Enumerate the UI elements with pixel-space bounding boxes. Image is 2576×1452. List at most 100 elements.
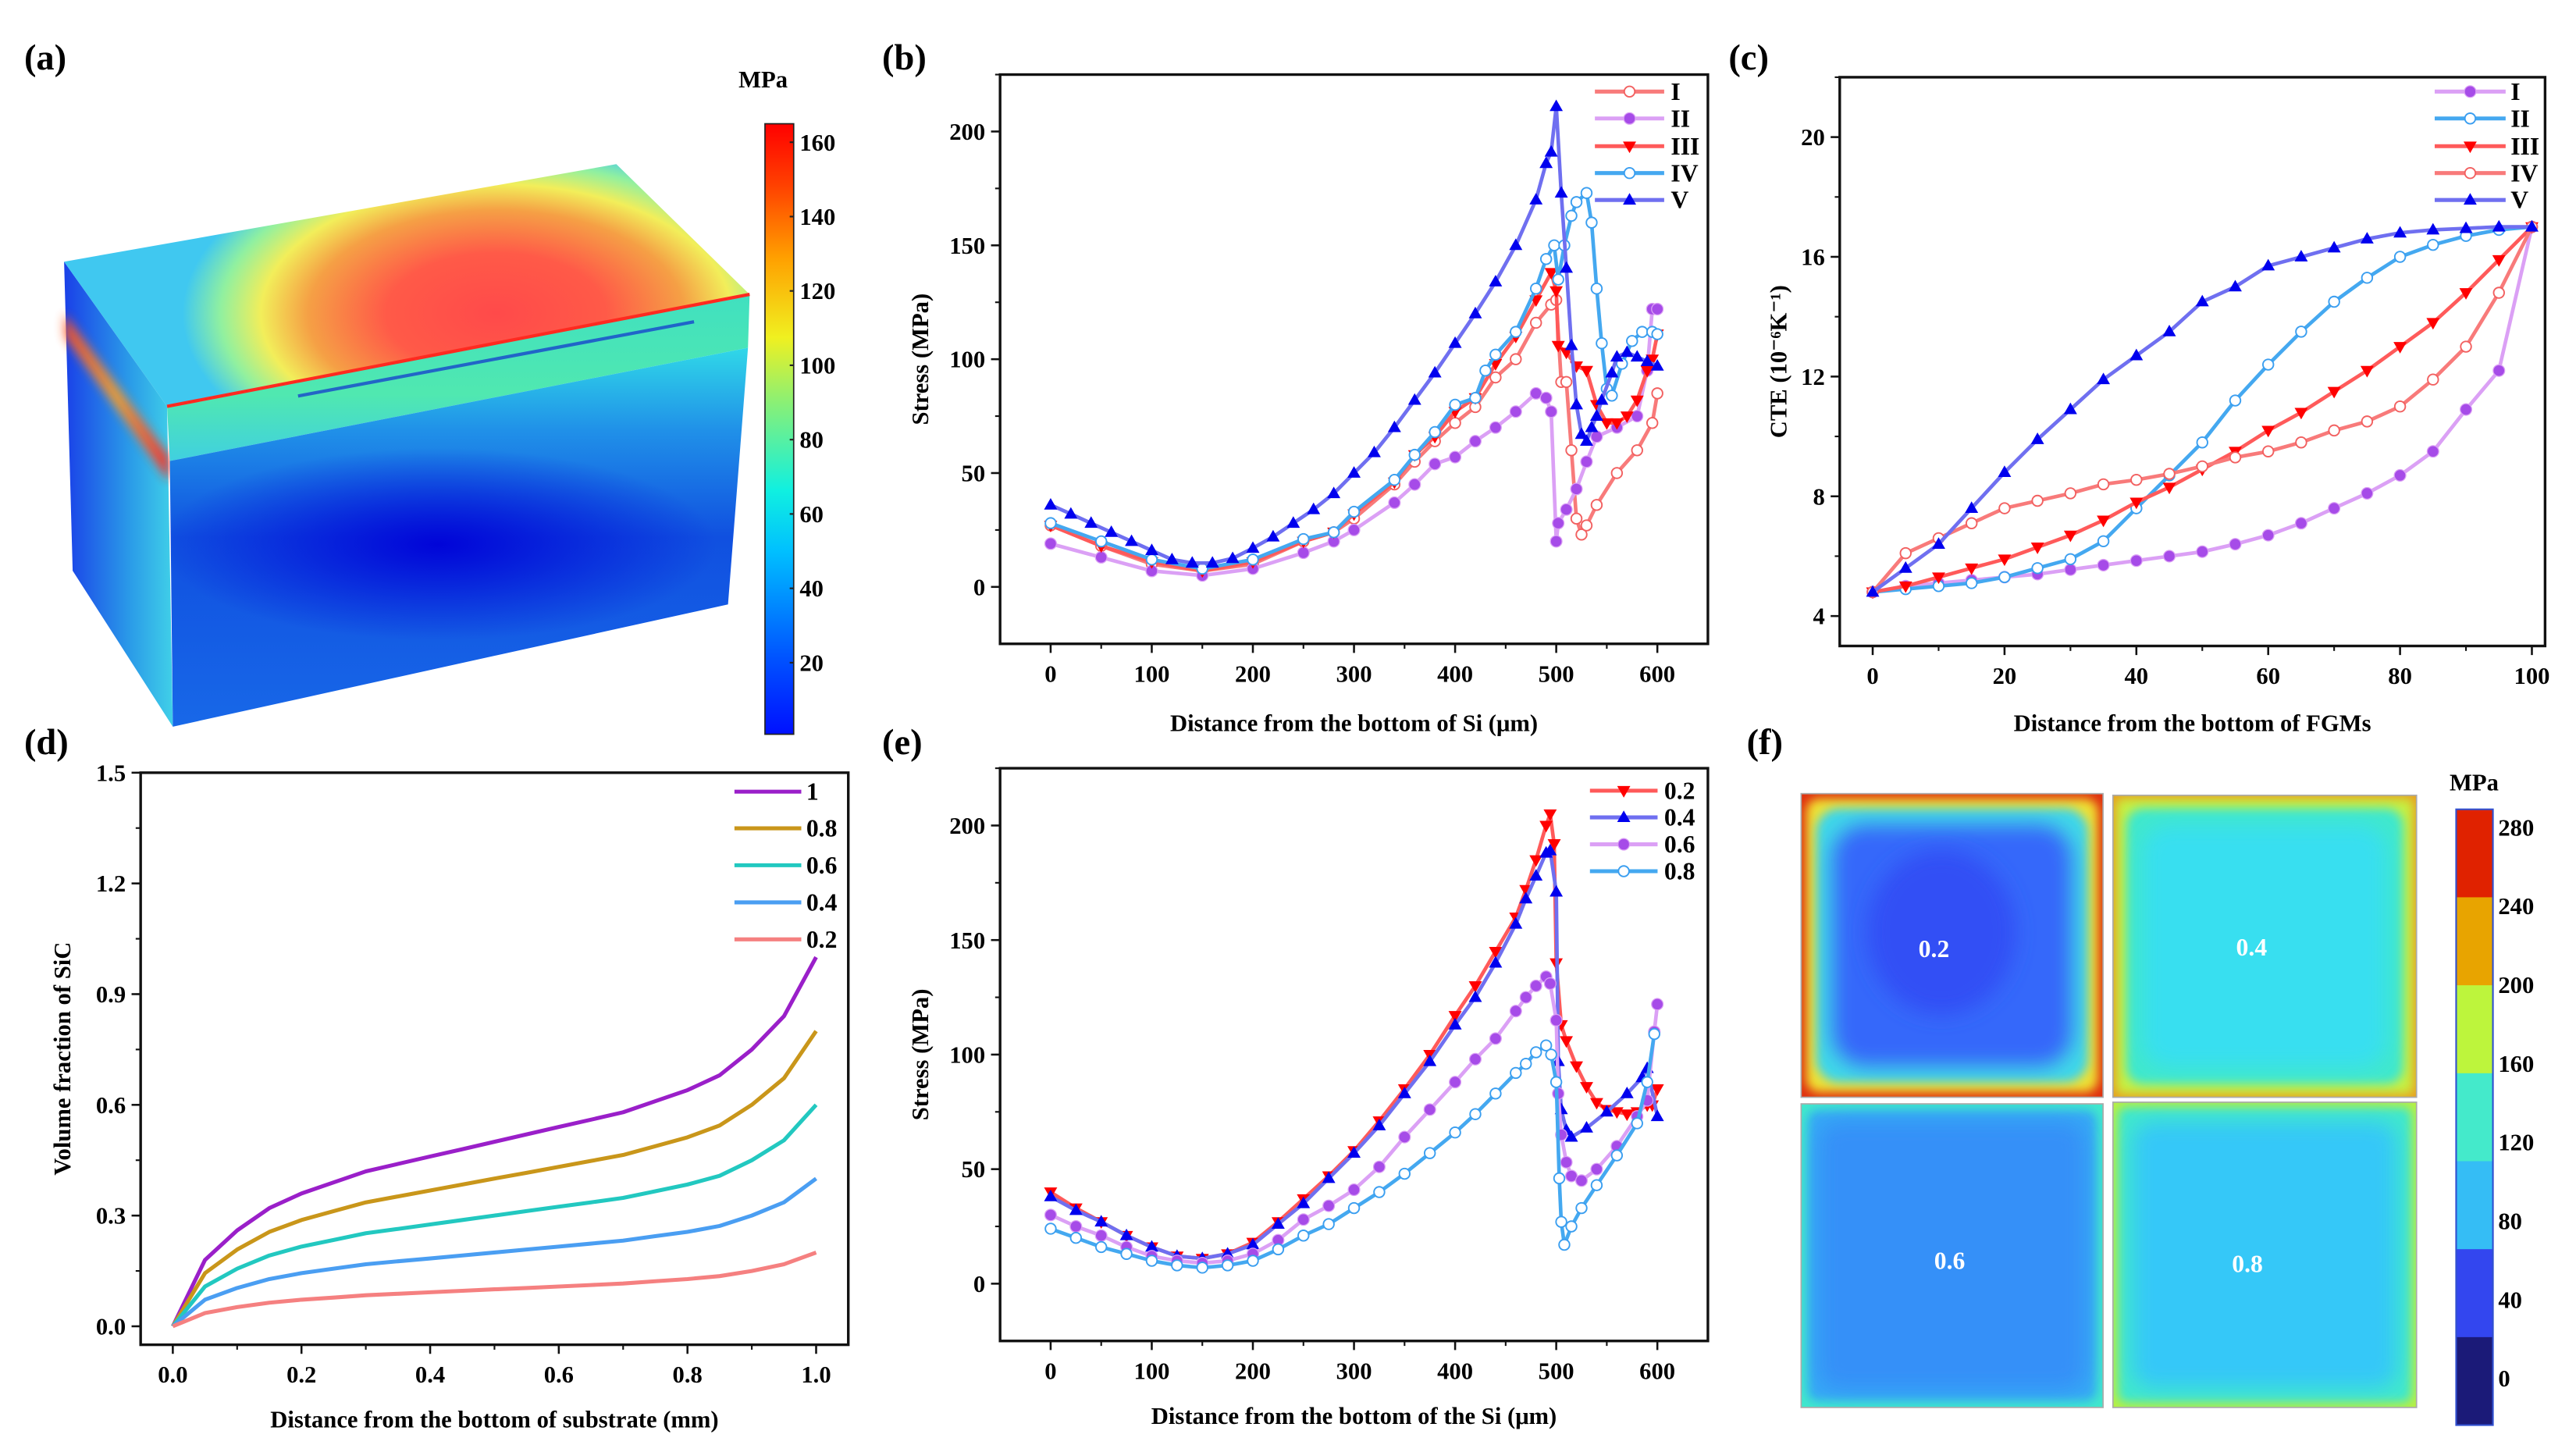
marker-triangle-up [1397,1086,1411,1098]
marker-open-circle [2261,358,2275,371]
colorbar-band [2456,809,2493,899]
marker-open-circle [2196,436,2208,449]
legend-entry: 0.4 [1589,804,1695,831]
marker-ball [1297,546,1310,560]
legend-label: III [1670,133,1699,160]
marker-open-circle [1529,316,1542,329]
marker-triangle-up [1998,465,2012,478]
chart-b-stress-vs-distance: 0 100 200 300 400 500 600 0 50 100 150 200 Distance … [907,73,1710,736]
marker-triangle-up [1585,420,1599,432]
marker-open-circle [1196,562,1208,575]
marker-ball [1372,1160,1386,1173]
marker-open-circle [1327,526,1340,539]
marker-ball [1651,998,1664,1011]
marker-ball [1529,386,1542,400]
series-line [172,1251,817,1329]
marker-triangle-up [1307,502,1321,514]
model-edge-dark [297,320,695,398]
marker-triangle-up [1866,585,1880,597]
marker-open-circle [1347,505,1361,518]
marker-open-circle [2427,238,2439,251]
marker-triangle-down [1932,572,1945,585]
colorbar-tick-label: 40 [2498,1287,2522,1313]
marker-triangle-down [1550,286,1564,298]
marker-ball [1550,535,1563,548]
marker-open-circle [1617,865,1630,877]
marker-open-circle [2229,394,2242,407]
legend-entry: V [1595,187,1688,214]
series-IV [1866,220,2539,599]
marker-open-circle [1648,1027,1660,1041]
marker-triangle-up [1094,1215,1108,1227]
marker-open-circle [1449,1126,1461,1139]
series-V [1044,99,1664,568]
marker-open-circle [1631,444,1643,457]
marker-triangle-down [2459,288,2473,300]
marker-open-circle [1623,85,1636,98]
marker-ball [1449,450,1462,464]
legend-label: V [1670,187,1688,214]
marker-open-circle [1965,577,1978,589]
marker-open-circle [1479,365,1492,377]
marker-open-circle [1641,1076,1653,1088]
model-front-face-shade [169,347,749,727]
model-top-face [64,164,750,407]
colorbar-band [2456,1249,2493,1338]
marker-open-circle [2328,295,2340,308]
legend-entry: 0.4 [734,889,838,916]
legend-entry: I [1595,78,1681,105]
marker-triangle-up [1044,1189,1058,1201]
y-tick-label: 12 [1801,364,1825,390]
marker-triangle-up [1125,534,1139,546]
series-0.2 [172,1251,817,1329]
marker-ball [1617,838,1631,851]
x-axis-title: Distance from the bottom of FGMs [2014,710,2371,736]
x-tick-label: 0.4 [415,1361,445,1388]
marker-ball [1347,1183,1361,1197]
marker-ball [2064,563,2077,576]
colorbar-tick-label: 0 [2498,1365,2510,1392]
legend-label: 0.2 [806,926,838,953]
marker-triangle-up [1554,186,1568,198]
marker-open-circle [1094,535,1108,548]
marker-open-circle [1545,1048,1557,1061]
colorbar-tick-label: 280 [2498,814,2534,841]
marker-open-circle [2460,340,2472,353]
legend-label: 0.8 [806,815,838,842]
marker-open-circle [1489,1087,1502,1100]
x-axis-title: Distance from the bottom of substrate (m… [270,1406,718,1432]
model-left-stripe [64,313,169,482]
marker-open-circle [2097,478,2110,491]
marker-open-circle [1520,1057,1532,1070]
chart-d-volume-fraction: 0.0 0.2 0.4 0.6 0.8 1.0 0.0 0.3 0.6 0.9 1.2 1.5 Dist… [49,760,850,1432]
marker-triangle-down [1580,365,1593,378]
colorbar-tick-label: 240 [2498,893,2534,920]
model-edge-red [166,292,750,408]
marker-open-circle [1120,1247,1133,1260]
marker-ball [1408,478,1421,491]
marker-triangle-up [1544,144,1558,157]
marker-triangle-up [2229,279,2242,292]
x-tick-label: 500 [1539,1358,1574,1384]
marker-triangle-up [1630,350,1644,362]
legend-label: I [2510,78,2520,105]
marker-triangle-up [1423,1054,1437,1066]
x-tick-label: 1.0 [801,1361,831,1388]
marker-open-circle [1550,1076,1563,1088]
marker-triangle-down [2492,254,2506,267]
marker-ball [1449,1076,1462,1089]
marker-open-circle [1636,326,1649,338]
map-label-0.4: 0.4 [2236,934,2268,961]
legend-entry: I [2434,78,2521,105]
marker-triangle-up [2195,294,2209,307]
marker-open-circle [1570,196,1583,208]
marker-ball [2129,554,2143,568]
legend-entry: 0.2 [734,926,838,953]
marker-open-circle [2361,415,2374,428]
series-line [171,1030,818,1328]
marker-ball [1398,1130,1411,1144]
x-tick-label: 600 [1639,660,1675,687]
marker-triangle-down [1489,946,1503,959]
marker-open-circle [1510,1066,1522,1080]
panel-a-3d-model [64,164,750,727]
